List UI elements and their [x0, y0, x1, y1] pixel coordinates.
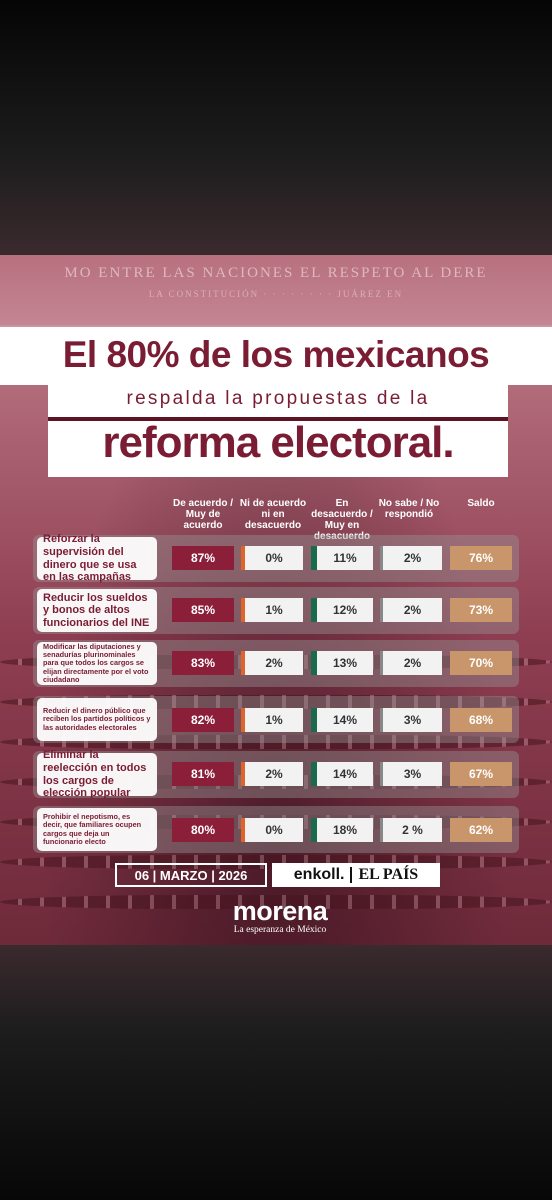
neutral-value: 1%: [241, 708, 303, 732]
row-label: Prohibir el nepotismo, es decir, que fam…: [37, 808, 157, 851]
disagree-value: 13%: [311, 651, 373, 675]
enkoll-logo: enkoll.: [293, 866, 345, 883]
saldo-value: 67%: [450, 762, 512, 786]
saldo-value: 76%: [450, 546, 512, 570]
frieze-inscription: MO ENTRE LAS NACIONES EL RESPETO AL DERE: [64, 265, 488, 281]
agree-value: 87%: [172, 546, 234, 570]
dont-know-value: 2%: [380, 546, 442, 570]
row-label: Reforzar la supervisión del dinero que s…: [37, 533, 157, 583]
logo-divider: [350, 867, 353, 883]
headline-line-3-box: [48, 421, 508, 477]
column-header-saldo: Saldo: [467, 498, 495, 509]
dont-know-value: 2 %: [380, 818, 442, 842]
row-label: Reducir los sueldos y bonos de altos fun…: [37, 589, 157, 632]
column-header-neutral: Ni de acuerdo ni en desacuerdo: [239, 498, 307, 531]
neutral-value: 2%: [241, 762, 303, 786]
disagree-value: 14%: [311, 762, 373, 786]
agree-value: 80%: [172, 818, 234, 842]
subheadline-box: [48, 385, 508, 421]
dont-know-value: 3%: [380, 762, 442, 786]
chamber-frieze-background: [0, 255, 552, 327]
row-label: Modificar las diputaciones y senadurías …: [37, 642, 157, 685]
column-header-agree: De acuerdo / Muy de acuerdo: [172, 498, 234, 531]
dont-know-value: 3%: [380, 708, 442, 732]
row-label: Eliminar la reelección en todos los carg…: [37, 749, 157, 799]
neutral-value: 0%: [241, 818, 303, 842]
neutral-value: 0%: [241, 546, 303, 570]
column-header-disagree: En desacuerdo / Muy en desacuerdo: [311, 498, 373, 542]
dont-know-value: 2%: [380, 651, 442, 675]
frieze-inscription-secondary: LA CONSTITUCIÓN · · · · · · · · JUÁREZ E…: [148, 289, 404, 299]
neutral-value: 2%: [241, 651, 303, 675]
headline-line-3: reforma electoral.: [102, 418, 454, 467]
survey-date: 06 | MARZO | 2026: [115, 863, 267, 887]
agree-value: 85%: [172, 598, 234, 622]
neutral-value: 1%: [241, 598, 303, 622]
top-dark-margin: [0, 0, 552, 255]
headline-line-1: El 80% de los mexicanos: [62, 334, 490, 375]
disagree-value: 11%: [311, 546, 373, 570]
headline-band: [0, 327, 552, 385]
morena-logo: morena: [232, 896, 328, 926]
morena-tagline: La esperanza de México: [233, 925, 327, 935]
saldo-value: 73%: [450, 598, 512, 622]
disagree-value: 18%: [311, 818, 373, 842]
row-label: Reducir el dinero público que reciben lo…: [37, 698, 157, 741]
headline-line-2: respalda la propuestas de la: [126, 388, 430, 409]
agree-value: 82%: [172, 708, 234, 732]
infographic-poster: MO ENTRE LAS NACIONES EL RESPETO AL DERE…: [0, 255, 552, 945]
saldo-value: 68%: [450, 708, 512, 732]
column-header-dont-know: No sabe / No respondió: [378, 498, 440, 520]
disagree-value: 12%: [311, 598, 373, 622]
dont-know-value: 2%: [380, 598, 442, 622]
pollster-logos: enkoll. EL PAÍS: [272, 863, 440, 887]
bottom-dark-margin: [0, 945, 552, 1200]
agree-value: 81%: [172, 762, 234, 786]
saldo-value: 62%: [450, 818, 512, 842]
agree-value: 83%: [172, 651, 234, 675]
saldo-value: 70%: [450, 651, 512, 675]
disagree-value: 14%: [311, 708, 373, 732]
el-pais-logo: EL PAÍS: [358, 866, 419, 883]
